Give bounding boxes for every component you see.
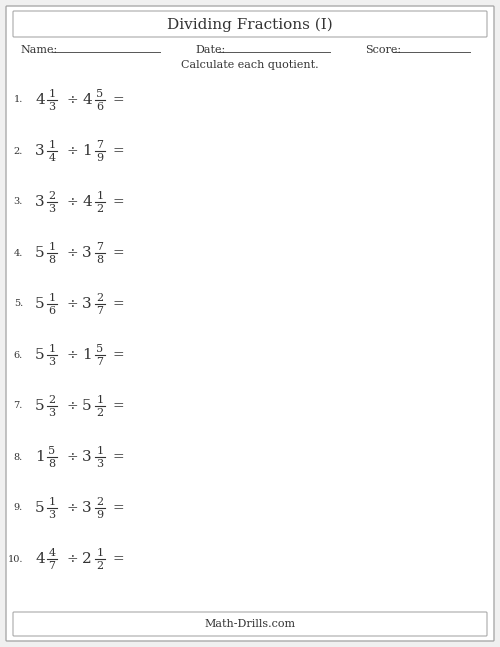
Text: 5: 5 (35, 246, 45, 260)
Text: 9: 9 (96, 510, 103, 520)
Text: 7: 7 (96, 306, 103, 316)
Text: 3: 3 (82, 501, 92, 515)
Text: 6.: 6. (14, 351, 23, 360)
Text: 3: 3 (48, 408, 56, 418)
Text: ÷: ÷ (66, 450, 78, 464)
Text: 8.: 8. (14, 452, 23, 461)
Text: 9.: 9. (14, 503, 23, 512)
Text: 4: 4 (82, 93, 92, 107)
Text: 4: 4 (48, 548, 56, 558)
Text: =: = (112, 297, 124, 311)
Text: 8: 8 (48, 255, 56, 265)
Text: ÷: ÷ (66, 399, 78, 413)
Text: 5: 5 (35, 501, 45, 515)
Text: 6: 6 (48, 306, 56, 316)
Text: 3: 3 (48, 510, 56, 520)
Text: Date:: Date: (195, 45, 225, 55)
Text: 1.: 1. (14, 96, 23, 105)
Text: 7.: 7. (14, 402, 23, 410)
Text: ÷: ÷ (66, 501, 78, 515)
Text: 5.: 5. (14, 300, 23, 309)
Text: 4: 4 (35, 552, 45, 566)
Text: =: = (112, 501, 124, 515)
Text: 3: 3 (82, 450, 92, 464)
Text: ÷: ÷ (66, 144, 78, 158)
Text: 2: 2 (96, 204, 103, 214)
Text: 1: 1 (96, 548, 103, 558)
Text: 3.: 3. (14, 197, 23, 206)
Text: 5: 5 (35, 348, 45, 362)
Text: 2.: 2. (14, 146, 23, 155)
Text: 1: 1 (82, 144, 92, 158)
Text: Score:: Score: (365, 45, 401, 55)
Text: 1: 1 (48, 89, 56, 99)
Text: 1: 1 (48, 242, 56, 252)
Text: 3: 3 (48, 102, 56, 112)
Text: 4: 4 (35, 93, 45, 107)
FancyBboxPatch shape (13, 11, 487, 37)
Text: 7: 7 (96, 357, 103, 367)
Text: 3: 3 (82, 297, 92, 311)
Text: 1: 1 (96, 191, 103, 201)
Text: 5: 5 (96, 344, 103, 354)
Text: Name:: Name: (20, 45, 57, 55)
Text: 8: 8 (96, 255, 103, 265)
Text: =: = (112, 93, 124, 107)
Text: 10.: 10. (8, 554, 23, 564)
Text: 1: 1 (82, 348, 92, 362)
Text: 3: 3 (82, 246, 92, 260)
Text: ÷: ÷ (66, 297, 78, 311)
Text: Math-Drills.com: Math-Drills.com (204, 619, 296, 629)
FancyBboxPatch shape (6, 6, 494, 641)
Text: ÷: ÷ (66, 348, 78, 362)
Text: 2: 2 (96, 408, 103, 418)
Text: Dividing Fractions (I): Dividing Fractions (I) (167, 18, 333, 32)
Text: =: = (112, 195, 124, 209)
Text: 5: 5 (35, 297, 45, 311)
Text: 3: 3 (96, 459, 103, 469)
Text: 1: 1 (96, 395, 103, 405)
Text: 5: 5 (96, 89, 103, 99)
Text: 8: 8 (48, 459, 56, 469)
Text: 7: 7 (96, 242, 103, 252)
Text: 5: 5 (35, 399, 45, 413)
Text: Calculate each quotient.: Calculate each quotient. (181, 60, 319, 70)
Text: ÷: ÷ (66, 93, 78, 107)
Text: 2: 2 (96, 293, 103, 303)
Text: 2: 2 (48, 191, 56, 201)
Text: 1: 1 (35, 450, 45, 464)
Text: ÷: ÷ (66, 552, 78, 566)
Text: 2: 2 (48, 395, 56, 405)
Text: 2: 2 (82, 552, 92, 566)
Text: =: = (112, 348, 124, 362)
Text: ÷: ÷ (66, 246, 78, 260)
Text: 5: 5 (48, 446, 56, 456)
Text: =: = (112, 246, 124, 260)
Text: 1: 1 (48, 293, 56, 303)
Text: 5: 5 (82, 399, 92, 413)
Text: 3: 3 (35, 144, 45, 158)
Text: 4: 4 (82, 195, 92, 209)
Text: 2: 2 (96, 497, 103, 507)
FancyBboxPatch shape (13, 612, 487, 636)
Text: 7: 7 (96, 140, 103, 150)
Text: 2: 2 (96, 561, 103, 571)
Text: 1: 1 (48, 140, 56, 150)
Text: =: = (112, 450, 124, 464)
Text: =: = (112, 144, 124, 158)
Text: 9: 9 (96, 153, 103, 163)
Text: 3: 3 (35, 195, 45, 209)
Text: ÷: ÷ (66, 195, 78, 209)
Text: 1: 1 (48, 497, 56, 507)
Text: 4.: 4. (14, 248, 23, 258)
Text: 7: 7 (48, 561, 56, 571)
Text: =: = (112, 552, 124, 566)
Text: =: = (112, 399, 124, 413)
Text: 1: 1 (96, 446, 103, 456)
Text: 1: 1 (48, 344, 56, 354)
Text: 6: 6 (96, 102, 103, 112)
Text: 4: 4 (48, 153, 56, 163)
Text: 3: 3 (48, 204, 56, 214)
Text: 3: 3 (48, 357, 56, 367)
